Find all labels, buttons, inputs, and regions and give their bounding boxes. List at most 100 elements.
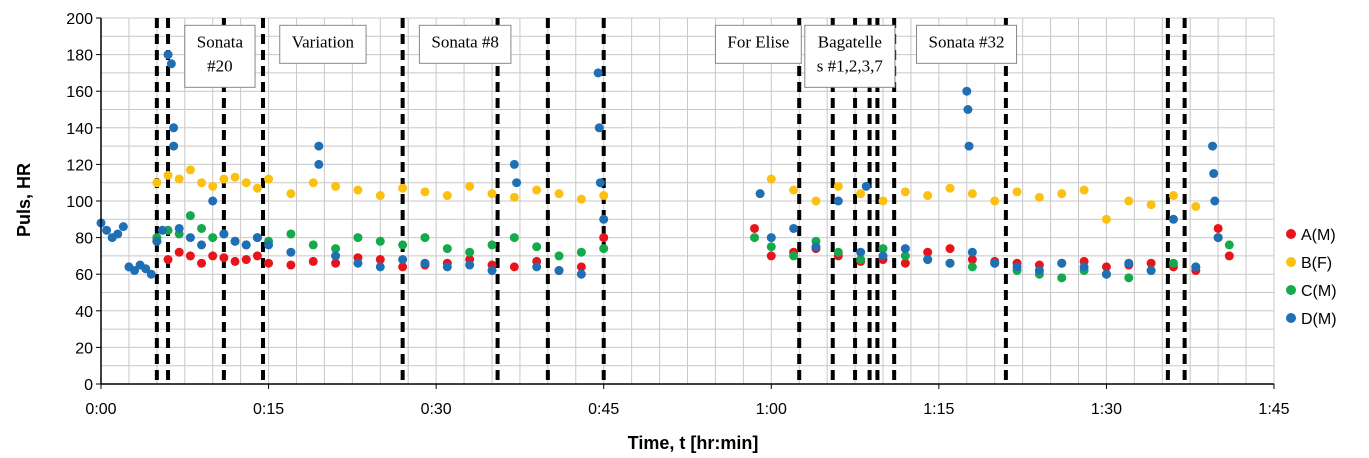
data-point [833, 247, 843, 257]
data-point [1191, 262, 1201, 272]
data-point [375, 236, 385, 246]
data-point [900, 244, 910, 254]
data-point [398, 183, 408, 193]
series-D(M) [96, 50, 1223, 279]
data-point [923, 191, 933, 201]
data-point [599, 214, 609, 224]
data-point [252, 183, 262, 193]
data-point [878, 196, 888, 206]
x-tick-label: 0:45 [588, 401, 619, 418]
data-point [487, 189, 497, 199]
data-point [208, 181, 218, 191]
data-point [576, 269, 586, 279]
x-tick-label: 1:30 [1091, 401, 1122, 418]
data-point [420, 258, 430, 268]
data-point [990, 258, 1000, 268]
x-axis-title: Time, t [hr:min] [628, 433, 759, 453]
data-point [286, 189, 296, 199]
data-point [157, 225, 167, 235]
grid [100, 17, 1275, 385]
data-point [163, 50, 173, 60]
annotation-text: Variation [292, 32, 355, 51]
data-point [353, 258, 363, 268]
data-point [856, 247, 866, 257]
data-point [174, 247, 184, 257]
data-point [599, 191, 609, 201]
data-point [163, 255, 173, 265]
data-point [856, 189, 866, 199]
data-point [185, 211, 195, 221]
legend-marker [1286, 285, 1296, 295]
data-point [197, 240, 207, 250]
annotation-box [418, 24, 512, 64]
x-tick-label: 1:45 [1258, 401, 1289, 418]
data-point [185, 233, 195, 243]
data-point [241, 240, 251, 250]
data-point [331, 251, 341, 261]
data-point [1034, 192, 1044, 202]
data-point [308, 256, 318, 266]
data-point [331, 244, 341, 254]
data-point [1124, 196, 1134, 206]
data-point [1079, 185, 1089, 195]
data-point [1012, 187, 1022, 197]
data-point [208, 251, 218, 261]
y-axis-title: Puls, HR [14, 163, 34, 237]
data-point [1168, 214, 1178, 224]
data-point [766, 233, 776, 243]
y-tick-label: 140 [66, 121, 93, 138]
data-point [532, 242, 542, 252]
data-point [945, 183, 955, 193]
y-tick-label: 0 [84, 377, 93, 394]
data-point [594, 123, 604, 133]
data-point [789, 223, 799, 233]
data-point [967, 262, 977, 272]
data-point [398, 255, 408, 265]
data-point [900, 258, 910, 268]
data-point [208, 196, 218, 206]
data-point [811, 196, 821, 206]
y-tick-label: 60 [75, 267, 93, 284]
data-point [185, 251, 195, 261]
data-point [230, 236, 240, 246]
data-point [554, 189, 564, 199]
series-A(M) [152, 223, 1234, 276]
legend-label: B(F) [1301, 255, 1332, 272]
data-point [532, 262, 542, 272]
data-point [576, 262, 586, 272]
data-point [900, 187, 910, 197]
data-point [532, 185, 542, 195]
data-point [487, 240, 497, 250]
data-point [1168, 258, 1178, 268]
data-point [1012, 262, 1022, 272]
data-point [169, 141, 179, 151]
data-point [599, 244, 609, 254]
x-tick-label: 0:30 [421, 401, 452, 418]
data-point [169, 123, 179, 133]
data-point [1101, 262, 1111, 272]
annotations: Sonata #20 Variation Sonata #8 For Elise Baga… [184, 24, 1018, 88]
y-tick-label: 20 [75, 340, 93, 357]
data-point [878, 251, 888, 261]
data-point [375, 262, 385, 272]
data-point [1224, 240, 1234, 250]
data-point [152, 178, 162, 188]
data-point [595, 178, 605, 188]
data-point [923, 255, 933, 265]
annotation-text: Sonata [197, 32, 244, 51]
legend-marker [1286, 257, 1296, 267]
data-point [219, 229, 229, 239]
data-point [130, 266, 140, 276]
data-point [398, 262, 408, 272]
data-point [465, 247, 475, 257]
annotation-text: s #1,2,3,7 [817, 56, 884, 75]
y-tick-label: 160 [66, 84, 93, 101]
data-point [1057, 273, 1067, 283]
data-point [264, 258, 274, 268]
data-point [789, 185, 799, 195]
data-point [1168, 191, 1178, 201]
data-point [1057, 258, 1067, 268]
data-point [923, 247, 933, 257]
data-point [442, 262, 452, 272]
data-point [420, 233, 430, 243]
